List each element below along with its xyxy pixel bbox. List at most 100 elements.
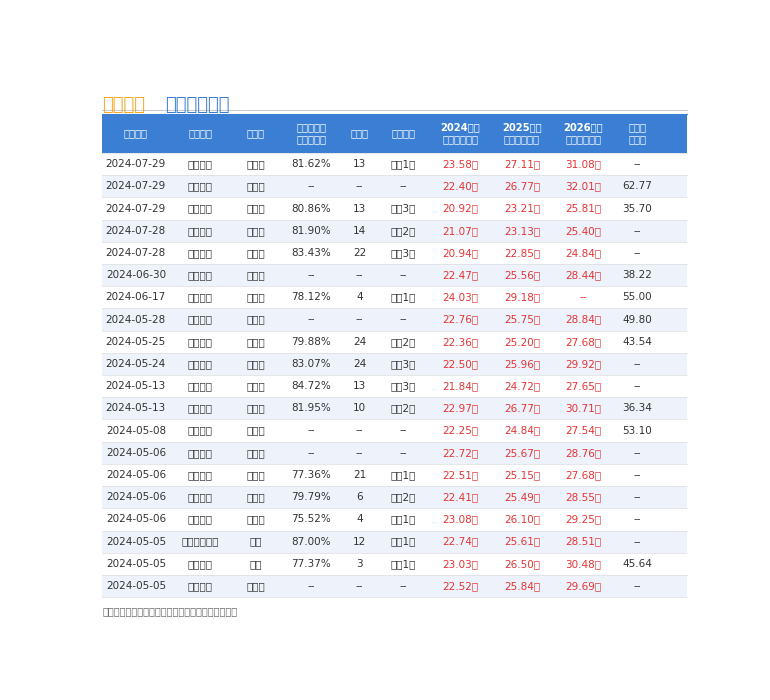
Bar (102, 353, 687, 375)
Text: 26.77亿: 26.77亿 (504, 403, 540, 414)
Text: 23.08亿: 23.08亿 (443, 514, 478, 524)
Text: --: -- (634, 248, 641, 258)
Text: --: -- (356, 581, 363, 591)
Text: --: -- (634, 492, 641, 502)
Text: 孙海洋: 孙海洋 (246, 514, 265, 524)
Text: 中金公司: 中金公司 (188, 293, 213, 302)
Text: 2024-05-13: 2024-05-13 (105, 382, 166, 391)
Text: --: -- (634, 448, 641, 458)
Text: 23.03亿: 23.03亿 (443, 559, 478, 569)
Text: 22.97亿: 22.97亿 (442, 403, 478, 414)
Text: 28.84亿: 28.84亿 (565, 314, 601, 325)
Text: 25.81亿: 25.81亿 (565, 204, 601, 214)
Bar (102, 419, 687, 442)
Text: 2024-07-29: 2024-07-29 (105, 181, 166, 191)
Text: 26.10亿: 26.10亿 (504, 514, 540, 524)
Text: 25.61亿: 25.61亿 (504, 537, 540, 547)
Text: 22.25亿: 22.25亿 (442, 426, 478, 435)
Text: 超过1年: 超过1年 (390, 514, 416, 524)
Text: 29.25亿: 29.25亿 (565, 514, 601, 524)
Text: --: -- (307, 448, 315, 458)
Text: --: -- (356, 270, 363, 280)
Text: 傅嘉成: 傅嘉成 (246, 248, 265, 258)
Text: 28.76亿: 28.76亿 (565, 448, 601, 458)
Text: --: -- (400, 581, 407, 591)
Text: 23.58亿: 23.58亿 (442, 159, 478, 169)
Text: 26.77亿: 26.77亿 (504, 181, 540, 191)
Text: --: -- (307, 270, 315, 280)
Text: 22.40亿: 22.40亿 (443, 181, 478, 191)
Text: 77.37%: 77.37% (291, 559, 331, 569)
Text: 87.00%: 87.00% (292, 537, 331, 547)
Text: 数据来源：公开数据整理，仅供参考不构成投资建议: 数据来源：公开数据整理，仅供参考不构成投资建议 (102, 606, 237, 617)
Text: 罗乾生: 罗乾生 (246, 426, 265, 435)
Text: 2024-05-05: 2024-05-05 (105, 581, 166, 591)
Text: 研究员: 研究员 (246, 128, 265, 139)
Text: 秦一超: 秦一超 (246, 314, 265, 325)
Text: 东兴证券: 东兴证券 (188, 382, 213, 391)
Text: 2024预测
净利润（元）: 2024预测 净利润（元） (440, 122, 480, 144)
Text: 超过2年: 超过2年 (390, 403, 416, 414)
Text: 13: 13 (353, 159, 367, 169)
Text: 21: 21 (353, 470, 367, 480)
Text: 超过2年: 超过2年 (390, 337, 416, 346)
Text: 叶乐: 叶乐 (249, 537, 262, 547)
Text: 22.72亿: 22.72亿 (442, 448, 478, 458)
Text: 22.85亿: 22.85亿 (504, 248, 540, 258)
Text: 83.07%: 83.07% (292, 359, 331, 369)
Text: 中邮证券: 中邮证券 (188, 470, 213, 480)
Text: 国投证券: 国投证券 (188, 426, 213, 435)
Text: 28.55亿: 28.55亿 (565, 492, 601, 502)
Text: 22.51亿: 22.51亿 (442, 470, 478, 480)
Bar (102, 220, 687, 242)
Text: 2024-07-29: 2024-07-29 (105, 204, 166, 214)
Text: 24.72亿: 24.72亿 (504, 382, 540, 391)
Text: 报告日期: 报告日期 (124, 128, 148, 139)
Text: 38.22: 38.22 (622, 270, 652, 280)
Text: 30.71亿: 30.71亿 (565, 403, 601, 414)
Text: 27.54亿: 27.54亿 (565, 426, 601, 435)
Text: 曹倩雯: 曹倩雯 (246, 403, 265, 414)
Text: 2024-05-06: 2024-05-06 (105, 470, 166, 480)
Bar (102, 113, 687, 153)
Text: 35.70: 35.70 (622, 204, 652, 214)
Text: 12: 12 (353, 537, 367, 547)
Text: 26.50亿: 26.50亿 (504, 559, 540, 569)
Text: 研报数: 研报数 (350, 128, 369, 139)
Text: 2024-07-28: 2024-07-28 (105, 248, 166, 258)
Text: 25.75亿: 25.75亿 (504, 314, 540, 325)
Text: --: -- (356, 314, 363, 325)
Text: --: -- (307, 581, 315, 591)
Text: 2024-06-17: 2024-06-17 (105, 293, 166, 302)
Text: 申万宏源: 申万宏源 (188, 581, 213, 591)
Text: 2024-06-30: 2024-06-30 (105, 270, 166, 280)
Text: 未满1年: 未满1年 (390, 293, 416, 302)
Text: 24.03亿: 24.03亿 (443, 293, 478, 302)
Text: 海通证券: 海通证券 (188, 337, 213, 346)
Text: 80.86%: 80.86% (292, 204, 331, 214)
Text: 22.47亿: 22.47亿 (442, 270, 478, 280)
Text: 24: 24 (353, 359, 367, 369)
Text: 32.01亿: 32.01亿 (565, 181, 601, 191)
Text: --: -- (634, 581, 641, 591)
Text: 2024-05-08: 2024-05-08 (105, 426, 166, 435)
Text: --: -- (356, 448, 363, 458)
Text: --: -- (356, 426, 363, 435)
Text: 55.00: 55.00 (622, 293, 652, 302)
Text: 25.15亿: 25.15亿 (504, 470, 540, 480)
Text: 53.10: 53.10 (622, 426, 652, 435)
Text: --: -- (634, 382, 641, 391)
Text: 81.62%: 81.62% (291, 159, 331, 169)
Text: 国泰君安: 国泰君安 (188, 559, 213, 569)
Text: 开源证券: 开源证券 (188, 492, 213, 502)
Text: 36.34: 36.34 (622, 403, 652, 414)
Text: --: -- (634, 225, 641, 236)
Text: 79.88%: 79.88% (291, 337, 331, 346)
Text: 超过2年: 超过2年 (390, 225, 416, 236)
Text: 21.84亿: 21.84亿 (442, 382, 478, 391)
Text: 将近3年: 将近3年 (390, 204, 416, 214)
Text: 25.20亿: 25.20亿 (504, 337, 540, 346)
Text: 20.94亿: 20.94亿 (443, 248, 478, 258)
Text: 27.68亿: 27.68亿 (565, 337, 601, 346)
Text: 最新盈利预测: 最新盈利预测 (165, 96, 229, 114)
